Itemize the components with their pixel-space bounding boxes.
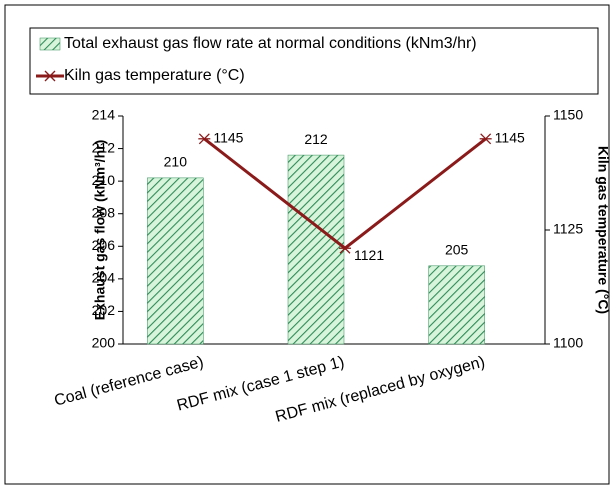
- line-marker: [479, 133, 492, 145]
- y2-tick-label: 1150: [553, 107, 583, 123]
- bar: [428, 265, 485, 345]
- y-tick-label: 206: [92, 237, 116, 253]
- y-tick-label: 208: [92, 204, 116, 220]
- line-marker: [44, 70, 56, 82]
- data-label: 1145: [495, 130, 525, 146]
- legend-box: [29, 27, 599, 95]
- y-tick-label: 210: [92, 172, 116, 188]
- data-label: 1145: [213, 130, 243, 146]
- line-marker: [339, 242, 351, 254]
- y2-axis-title: Kiln gas temperature (°C): [595, 146, 611, 314]
- y2-tick-label: 1100: [553, 335, 583, 351]
- y2-tick-label: 1125: [553, 221, 583, 237]
- legend-label: Total exhaust gas flow rate at normal co…: [64, 35, 477, 52]
- bar: [147, 177, 204, 345]
- bar: [287, 154, 345, 345]
- y-tick-label: 204: [92, 270, 116, 286]
- data-label: 1121: [354, 247, 384, 263]
- y-tick-label: 214: [92, 107, 116, 123]
- y-axis-title: Exhaust gas flow (kNm³/hr): [92, 140, 108, 320]
- y-tick-label: 202: [92, 302, 116, 318]
- y-tick-label: 200: [92, 335, 116, 351]
- legend-swatch: [39, 37, 61, 51]
- data-label: 210: [164, 154, 188, 170]
- line-marker: [198, 133, 211, 145]
- y-tick-label: 212: [92, 139, 116, 155]
- legend-label: Kiln gas temperature (°C): [64, 67, 245, 84]
- data-label: 212: [304, 131, 328, 147]
- data-label: 205: [445, 242, 469, 258]
